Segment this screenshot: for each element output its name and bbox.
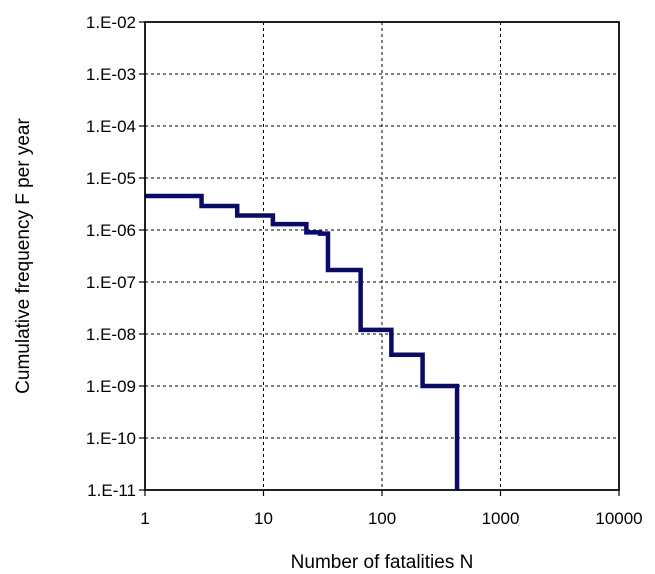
x-tick-label: 1000 (482, 509, 520, 528)
x-axis-title: Number of fatalities N (291, 552, 474, 573)
y-tick-label: 1.E-03 (86, 65, 136, 84)
fn-step-line (145, 193, 460, 490)
x-axis-ticks: 1 10 100 1000 10000 (140, 490, 643, 528)
y-tick-label: 1.E-07 (86, 273, 136, 292)
x-tick-label: 100 (368, 509, 396, 528)
y-tick-label: 1.E-10 (86, 429, 136, 448)
y-tick-label: 1.E-09 (86, 377, 136, 396)
y-axis-title: Cumulative frequency F per year (13, 118, 34, 394)
series-layer (145, 193, 460, 490)
x-tick-label: 1 (140, 509, 149, 528)
y-tick-label: 1.E-08 (86, 325, 136, 344)
y-tick-label: 1.E-02 (86, 13, 136, 32)
y-tick-label: 1.E-04 (86, 117, 136, 136)
y-tick-label: 1.E-06 (86, 221, 136, 240)
y-tick-label: 1.E-05 (86, 169, 136, 188)
y-tick-label: 1.E-11 (87, 481, 136, 500)
x-tick-label: 10000 (595, 509, 642, 528)
grid-lines (145, 22, 619, 490)
x-tick-label: 10 (254, 509, 273, 528)
y-axis-ticks: 1.E-11 1.E-10 1.E-09 1.E-08 1.E-07 1.E-06 1.E-… (86, 13, 145, 500)
